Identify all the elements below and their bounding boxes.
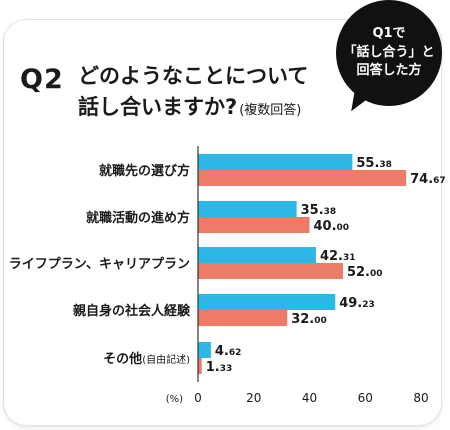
chart-title-line-1: どのようなことについて: [78, 64, 309, 88]
x-tick-label: 0: [194, 391, 202, 405]
bar: [198, 201, 297, 217]
category-label: 就職先の選び方: [99, 163, 190, 179]
data-label: 74.67: [410, 172, 446, 187]
x-axis-unit: (%): [166, 394, 183, 405]
data-label: 32.00: [291, 312, 327, 327]
data-label: 52.00: [347, 265, 383, 280]
x-tick-label: 20: [246, 391, 261, 405]
bar: [198, 263, 343, 279]
category-label: その他(自由記述): [103, 351, 190, 367]
data-label: 4.62: [215, 344, 242, 359]
x-tick-label: 80: [413, 391, 428, 405]
data-label: 49.23: [339, 296, 375, 311]
data-label: 40.00: [314, 219, 350, 234]
bubble-line-1: Q1で: [372, 25, 406, 41]
bar: [198, 294, 336, 310]
category-label: 親自身の社会人経験: [73, 303, 191, 319]
chart-title-note: (複数回答): [239, 103, 302, 118]
callout-bubble: Q1で 「話し合う」と 回答した方: [336, 0, 442, 106]
data-label: 35.38: [301, 203, 337, 218]
chart-title-line-2-text: 話し合いますか?: [78, 95, 238, 119]
chart-title-line-2: 話し合いますか? (複数回答): [78, 91, 301, 121]
data-label: 42.31: [320, 249, 356, 264]
x-tick-label: 40: [302, 391, 317, 405]
bar: [198, 310, 288, 326]
bubble-line-3: 回答した方: [356, 63, 422, 79]
x-tick-label: 60: [358, 391, 373, 405]
bar: [198, 358, 202, 374]
question-number: Q2: [20, 64, 64, 95]
bar: [198, 217, 310, 233]
data-label: 1.33: [206, 360, 233, 375]
category-label: 就職活動の進め方: [86, 210, 190, 226]
bar: [198, 342, 211, 358]
bubble-line-2: 「話し合う」と: [343, 44, 435, 60]
category-label: ライフプラン、キャリアプラン: [9, 257, 190, 272]
data-label: 55.38: [356, 156, 392, 171]
bar: [198, 247, 316, 263]
bar: [198, 170, 407, 186]
bar: [198, 154, 353, 170]
